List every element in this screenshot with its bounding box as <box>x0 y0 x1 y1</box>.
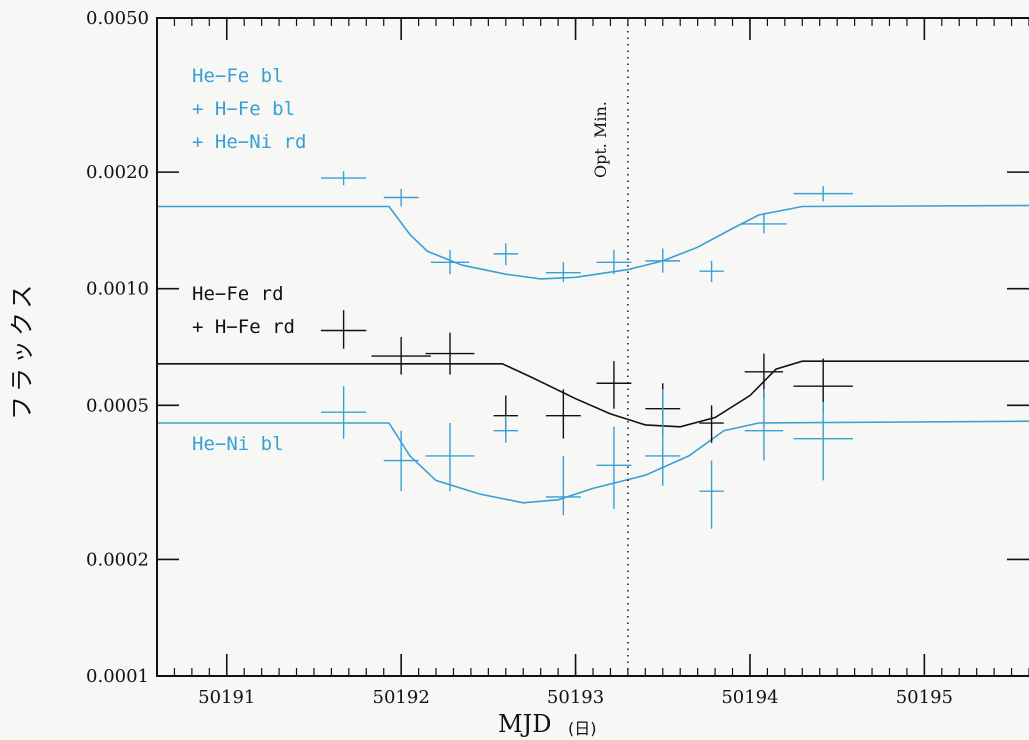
y-tick-label: 0.0002 <box>86 549 149 570</box>
y-tick-label: 0.0020 <box>86 162 149 183</box>
data-point <box>371 337 431 375</box>
data-point <box>744 389 784 461</box>
data-point <box>425 332 475 375</box>
data-point <box>425 423 475 492</box>
y-axis-ticks: 0.0001 0.0002 0.0005 0.0010 0.0020 0.0050 <box>86 8 1029 687</box>
data-point <box>699 460 724 529</box>
data-point <box>793 186 853 202</box>
data-points <box>320 171 853 529</box>
x-tick-label: 50195 <box>896 687 953 708</box>
legend-entry: + He−Ni rd <box>192 131 306 153</box>
model-curve <box>157 360 1029 428</box>
data-point <box>545 389 581 439</box>
data-point <box>545 455 581 516</box>
x-tick-label: 50192 <box>373 687 430 708</box>
data-point <box>741 213 787 234</box>
opt-min-label: Opt. Min. <box>591 101 610 178</box>
x-tick-label: 50191 <box>198 687 255 708</box>
x-axis-ticks: 50191 50192 50193 50194 50195 <box>198 18 953 708</box>
y-tick-label: 0.0050 <box>86 8 149 29</box>
data-point <box>545 262 581 283</box>
legend-entry: He−Fe rd <box>192 283 284 305</box>
data-point <box>596 249 632 275</box>
data-point <box>645 248 681 273</box>
model-curves <box>157 204 1029 504</box>
data-point <box>699 405 724 443</box>
model-curve <box>157 420 1029 504</box>
x-axis-title: MJD <box>498 710 551 738</box>
plot-frame <box>156 17 1029 677</box>
data-point <box>430 249 470 275</box>
data-point <box>383 430 419 492</box>
data-point <box>320 386 367 439</box>
data-point <box>596 426 632 509</box>
data-point <box>699 260 724 283</box>
x-axis-unit: (日) <box>568 719 597 738</box>
data-point <box>493 415 519 443</box>
y-tick-label: 0.0005 <box>86 395 149 416</box>
data-point <box>320 171 367 186</box>
data-point <box>383 188 419 207</box>
data-point <box>493 243 519 266</box>
y-axis-title: フラックス <box>8 281 36 420</box>
legend: He−Fe bl + H−Fe bl + He−Ni rd He−Fe rd + H−F… <box>192 65 306 455</box>
data-point <box>596 361 632 409</box>
legend-entry: + H−Fe rd <box>192 316 295 338</box>
model-curve <box>157 204 1029 280</box>
minor-ticks <box>156 18 1029 676</box>
y-tick-label: 0.0010 <box>86 279 149 300</box>
y-tick-label: 0.0001 <box>86 666 149 687</box>
legend-entry: + H−Fe bl <box>192 98 295 120</box>
legend-entry: He−Ni bl <box>192 433 284 455</box>
legend-entry: He−Fe bl <box>192 65 284 87</box>
x-tick-label: 50194 <box>721 687 778 708</box>
data-point <box>320 310 367 349</box>
data-point <box>793 401 853 481</box>
x-tick-label: 50193 <box>547 687 604 708</box>
data-point <box>645 389 681 486</box>
